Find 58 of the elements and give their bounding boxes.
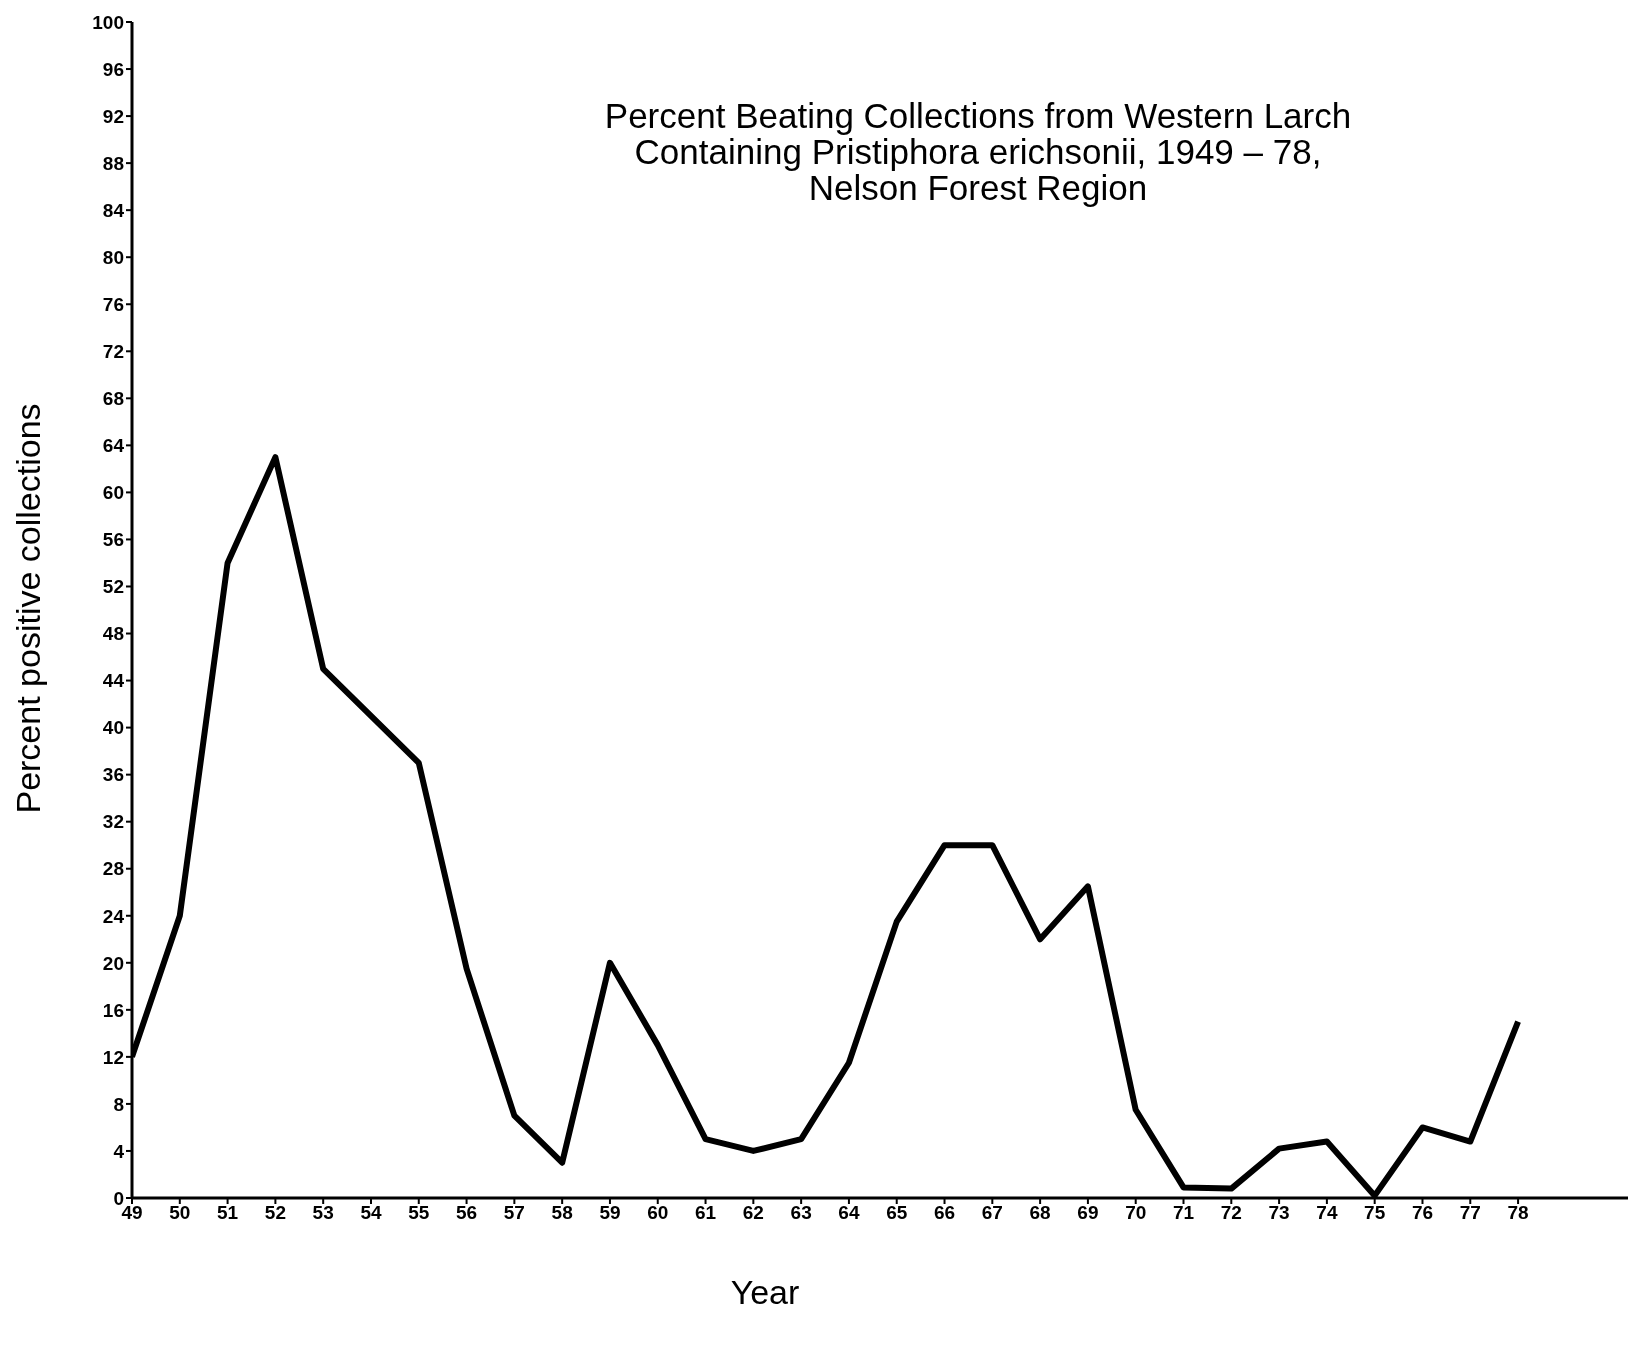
x-tick-label: 75 <box>1364 1202 1386 1224</box>
x-tick-label: 60 <box>647 1202 669 1224</box>
y-tick-label: 56 <box>102 529 124 551</box>
x-tick-label: 67 <box>981 1202 1003 1224</box>
x-tick-label: 50 <box>169 1202 191 1224</box>
x-tick-label: 54 <box>360 1202 382 1224</box>
y-tick-label: 0 <box>113 1187 124 1209</box>
y-tick-label: 72 <box>102 341 124 363</box>
x-tick-label: 71 <box>1172 1202 1195 1224</box>
x-tick-label: 61 <box>694 1202 717 1224</box>
y-tick-label: 24 <box>102 905 125 927</box>
x-tick-label: 73 <box>1268 1202 1290 1224</box>
y-tick-label: 8 <box>113 1093 124 1115</box>
x-tick-label: 51 <box>217 1202 239 1224</box>
x-tick-label: 58 <box>551 1202 573 1224</box>
x-tick-label: 55 <box>408 1202 430 1224</box>
x-tick-label: 52 <box>264 1202 286 1224</box>
x-tick-label: 57 <box>503 1202 525 1224</box>
y-tick-label: 96 <box>102 58 124 80</box>
y-tick-label: 40 <box>102 717 124 739</box>
y-tick-label: 44 <box>102 670 125 692</box>
y-tick-label: 100 <box>92 11 124 33</box>
x-tick-label: 69 <box>1077 1202 1099 1224</box>
x-tick-label: 70 <box>1125 1202 1147 1224</box>
x-axis-title: Year <box>729 1273 801 1312</box>
x-tick-label: 53 <box>312 1202 334 1224</box>
x-tick-label: 65 <box>886 1202 908 1224</box>
x-tick-label: 72 <box>1220 1202 1242 1224</box>
x-tick-label: 56 <box>456 1202 478 1224</box>
y-tick-label: 12 <box>102 1046 124 1068</box>
y-tick-label: 60 <box>102 482 124 504</box>
y-tick-label: 28 <box>102 858 124 880</box>
y-tick-label: 32 <box>102 811 124 833</box>
x-tick-label: 78 <box>1507 1202 1529 1224</box>
x-tick-label: 76 <box>1411 1202 1434 1224</box>
y-tick-label: 92 <box>102 105 124 127</box>
x-tick-label: 59 <box>599 1202 621 1224</box>
y-tick-label: 64 <box>102 435 125 457</box>
y-tick-label: 76 <box>102 293 124 315</box>
x-tick-label: 66 <box>933 1202 956 1224</box>
y-tick-label: 88 <box>102 152 124 174</box>
y-tick-label: 80 <box>102 246 124 268</box>
y-tick-label: 36 <box>102 764 124 786</box>
y-tick-label: 4 <box>113 1140 125 1162</box>
x-tick-label: 77 <box>1459 1202 1481 1224</box>
y-tick-label: 68 <box>102 388 124 410</box>
x-tick-label: 62 <box>742 1202 764 1224</box>
y-tick-label: 84 <box>102 199 125 221</box>
y-tick-label: 52 <box>102 576 124 598</box>
y-tick-label: 16 <box>102 999 124 1021</box>
text: Percent Beating Collections from Western Larch Containing Pristiphora erichsonii, 1949 – 78, Nelson Forest Region <box>603 96 1353 207</box>
x-tick-label: 74 <box>1316 1202 1338 1224</box>
y-tick-label: 48 <box>102 623 124 645</box>
x-tick-label: 68 <box>1029 1202 1051 1224</box>
x-tick-label: 63 <box>790 1202 812 1224</box>
y-axis-title: Percent positive collections <box>8 402 48 814</box>
x-tick-label: 64 <box>838 1202 860 1224</box>
y-tick-label: 20 <box>102 952 124 974</box>
